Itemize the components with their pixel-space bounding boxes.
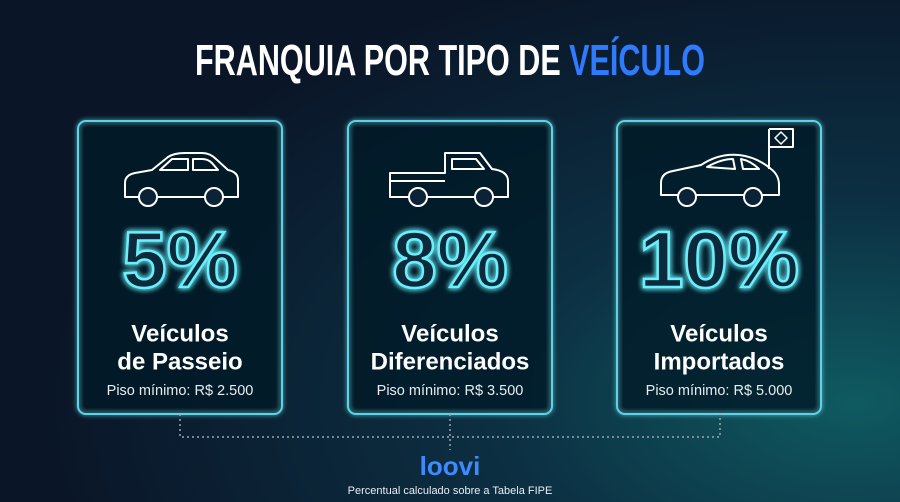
title-highlight: VEÍCULO: [569, 35, 705, 85]
vehicle-type: de Passeio: [117, 348, 242, 375]
vehicle-type: Veículos: [401, 320, 498, 347]
percent: 8%: [392, 215, 508, 304]
wheel: [408, 187, 428, 207]
connector-line: [179, 414, 721, 450]
vehicle-type: Importados: [654, 348, 785, 375]
wheel: [677, 187, 697, 207]
wheel: [204, 187, 224, 207]
title-main: FRANQUIA POR TIPO DE: [195, 36, 561, 85]
wheel: [138, 187, 158, 207]
flag: [768, 128, 794, 169]
percent: 10%: [639, 215, 799, 304]
vehicle-body: [389, 152, 509, 198]
vehicle-icon: [660, 128, 794, 207]
logo: loovi: [420, 451, 481, 481]
flag-emblem: [774, 131, 788, 145]
vehicle-icon: [124, 152, 239, 207]
vehicle-body: [124, 152, 239, 198]
vehicle-body: [660, 153, 780, 196]
wheel: [743, 187, 763, 207]
minimum-floor: Piso mínimo: R$ 3.500: [377, 383, 524, 399]
connector: [179, 414, 721, 450]
vehicle-type: Veículos: [131, 320, 228, 347]
percent: 5%: [122, 215, 238, 304]
footnote: Percentual calculado sobre a Tabela FIPE: [348, 485, 553, 497]
wheel: [474, 187, 494, 207]
title: FRANQUIA POR TIPO DEVEÍCULO: [195, 35, 705, 85]
minimum-floor: Piso mínimo: R$ 5.000: [646, 383, 793, 399]
minimum-floor: Piso mínimo: R$ 2.500: [107, 383, 254, 399]
vehicle-type: Veículos: [670, 320, 767, 347]
vehicle-icon: [389, 152, 509, 207]
vehicle-type: Diferenciados: [371, 348, 530, 375]
